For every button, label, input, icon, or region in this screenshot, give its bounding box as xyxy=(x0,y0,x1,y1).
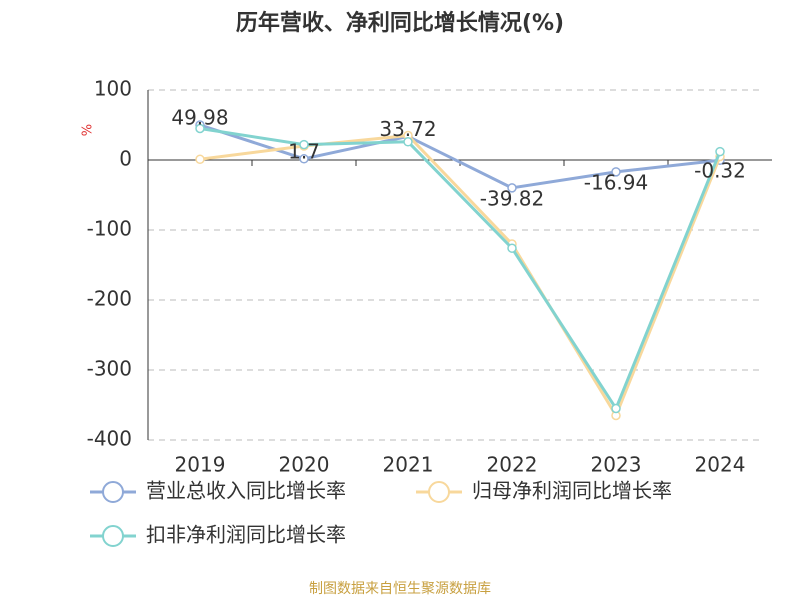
point xyxy=(299,139,309,150)
point xyxy=(195,123,205,134)
point xyxy=(611,403,621,414)
data-label: 49.98 xyxy=(171,106,228,130)
point xyxy=(403,137,413,147)
legend-label: 营业总收入同比增长率 xyxy=(146,479,346,503)
x-tick-label: 2024 xyxy=(695,453,746,477)
x-tick-label: 2019 xyxy=(175,453,226,477)
legend-label: 归母净利润同比增长率 xyxy=(472,479,672,503)
point xyxy=(299,154,309,164)
series-line xyxy=(199,123,721,190)
x-tick-label: 2021 xyxy=(383,453,434,477)
y-axis-label: % xyxy=(81,124,96,136)
y-tick-label: 100 xyxy=(94,77,132,101)
legend-marker xyxy=(428,481,450,503)
x-tick-label: 2020 xyxy=(279,453,330,477)
legend-label: 扣非净利润同比增长率 xyxy=(146,523,346,547)
point xyxy=(507,243,517,253)
y-tick-label: -400 xyxy=(87,427,132,451)
x-tick-label: 2023 xyxy=(591,453,642,477)
point xyxy=(611,167,621,177)
point xyxy=(715,146,725,157)
series-line xyxy=(199,127,722,412)
y-tick-label: -200 xyxy=(87,287,132,311)
data-label: -16.94 xyxy=(584,170,648,194)
point xyxy=(195,154,205,165)
legend-marker xyxy=(102,525,124,547)
series-line xyxy=(199,133,722,419)
chart-title: 历年营收、净利同比增长情况(%) xyxy=(236,10,564,36)
source-note: 制图数据来自恒生聚源数据库 xyxy=(309,581,491,597)
data-label: -39.82 xyxy=(480,186,544,210)
data-label: 1.7 xyxy=(288,139,320,163)
x-tick-label: 2022 xyxy=(487,453,538,477)
point xyxy=(507,183,517,193)
y-tick-label: -300 xyxy=(87,357,132,381)
y-tick-label: 0 xyxy=(119,147,132,171)
y-tick-label: -100 xyxy=(87,217,132,241)
legend-marker xyxy=(102,481,124,503)
data-label: -0.32 xyxy=(694,159,746,183)
data-label: 33.72 xyxy=(379,117,436,141)
